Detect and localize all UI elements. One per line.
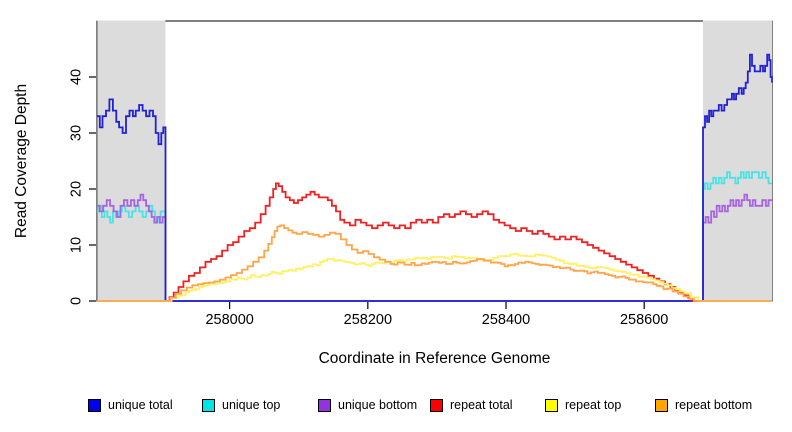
series-repeat-top bbox=[97, 252, 772, 302]
plot-border bbox=[96, 20, 773, 302]
y-axis-ticks: 0 10 20 30 40 bbox=[69, 69, 96, 305]
y-axis-title: Read Coverage Depth bbox=[13, 83, 30, 239]
x-tick-label: 258000 bbox=[205, 312, 253, 328]
series-repeat-bottom bbox=[97, 224, 772, 302]
x-axis-title: Coordinate in Reference Genome bbox=[318, 350, 551, 367]
x-tick-label: 258200 bbox=[344, 312, 392, 328]
x-axis-ticks: 258000 258200 258400 258600 bbox=[205, 302, 668, 328]
excluded-region-right bbox=[702, 20, 772, 302]
series-unique-total bbox=[97, 53, 773, 302]
y-tick-label: 0 bbox=[69, 297, 85, 305]
x-tick-label: 258400 bbox=[482, 312, 530, 328]
y-tick-label: 20 bbox=[69, 181, 85, 197]
y-tick-label: 40 bbox=[69, 69, 85, 85]
series-repeat-total bbox=[97, 182, 772, 302]
y-tick-label: 30 bbox=[69, 125, 85, 141]
excluded-region-left bbox=[97, 20, 166, 302]
y-tick-label: 10 bbox=[69, 237, 85, 253]
x-tick-label: 258600 bbox=[620, 312, 668, 328]
